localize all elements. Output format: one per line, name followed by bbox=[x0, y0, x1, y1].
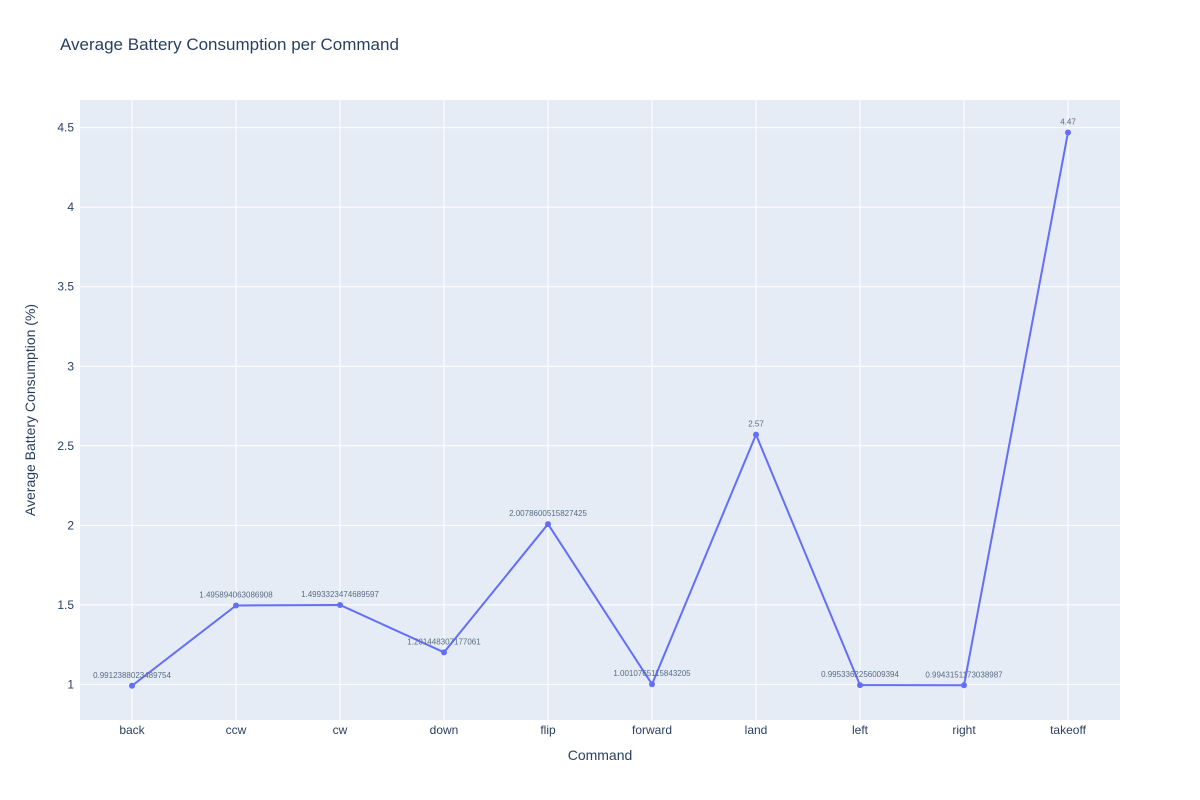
data-label: 1.201448307177061 bbox=[407, 637, 481, 646]
data-label: 1.4993323474689597 bbox=[301, 590, 379, 599]
data-point[interactable] bbox=[129, 682, 135, 689]
data-label: 1.495894063086908 bbox=[199, 590, 273, 599]
data-label: 4.47 bbox=[1060, 117, 1076, 126]
y-axis-ticks: 1 1.5 2 2.5 3 3.5 4 4.5 bbox=[57, 121, 74, 692]
data-point[interactable] bbox=[961, 682, 967, 689]
series-line bbox=[131, 132, 1069, 687]
data-point[interactable] bbox=[857, 682, 863, 689]
data-label: 2.57 bbox=[748, 420, 764, 429]
y-tick-label: 1.5 bbox=[57, 598, 74, 612]
x-tick-label: cw bbox=[333, 723, 348, 737]
x-tick-label: down bbox=[430, 723, 459, 737]
data-label: 0.9953362256009394 bbox=[821, 670, 899, 679]
data-point[interactable] bbox=[337, 601, 343, 608]
y-tick-label: 4 bbox=[67, 200, 74, 214]
data-point[interactable] bbox=[753, 431, 759, 438]
series-line-group bbox=[131, 132, 1069, 687]
x-axis-ticks: back ccw cw down flip forward land left right tak… bbox=[119, 723, 1086, 737]
x-tick-label: takeoff bbox=[1050, 723, 1086, 737]
y-tick-label: 4.5 bbox=[57, 121, 74, 135]
y-tick-label: 2 bbox=[67, 518, 74, 532]
data-label: 1.0010765115843205 bbox=[613, 669, 691, 678]
y-tick-label: 1 bbox=[67, 677, 74, 691]
x-tick-label: back bbox=[119, 723, 145, 737]
chart-title: Average Battery Consumption per Command bbox=[60, 35, 399, 54]
x-tick-label: left bbox=[852, 723, 869, 737]
data-point[interactable] bbox=[441, 649, 447, 656]
x-tick-label: forward bbox=[632, 723, 672, 737]
data-point[interactable] bbox=[233, 602, 239, 609]
x-tick-label: flip bbox=[540, 723, 556, 737]
data-label: 2.0078600515827425 bbox=[509, 509, 587, 518]
data-point[interactable] bbox=[649, 681, 655, 688]
data-point[interactable] bbox=[545, 521, 551, 528]
y-tick-label: 3 bbox=[67, 359, 74, 373]
data-points bbox=[129, 129, 1071, 689]
data-point[interactable] bbox=[1065, 129, 1071, 136]
y-tick-label: 3.5 bbox=[57, 280, 74, 294]
data-label: 0.9912388023489754 bbox=[93, 671, 171, 680]
x-tick-label: right bbox=[952, 723, 976, 737]
y-tick-label: 2.5 bbox=[57, 439, 74, 453]
plot-area bbox=[80, 100, 1120, 720]
data-labels: 0.9912388023489754 1.495894063086908 1.499… bbox=[93, 117, 1076, 679]
x-axis-title: Command bbox=[568, 747, 633, 763]
x-tick-label: land bbox=[745, 723, 768, 737]
data-label: 0.9943151173038987 bbox=[925, 670, 1003, 679]
x-tick-label: ccw bbox=[226, 723, 247, 737]
y-axis-title: Average Battery Consumption (%) bbox=[22, 304, 38, 516]
